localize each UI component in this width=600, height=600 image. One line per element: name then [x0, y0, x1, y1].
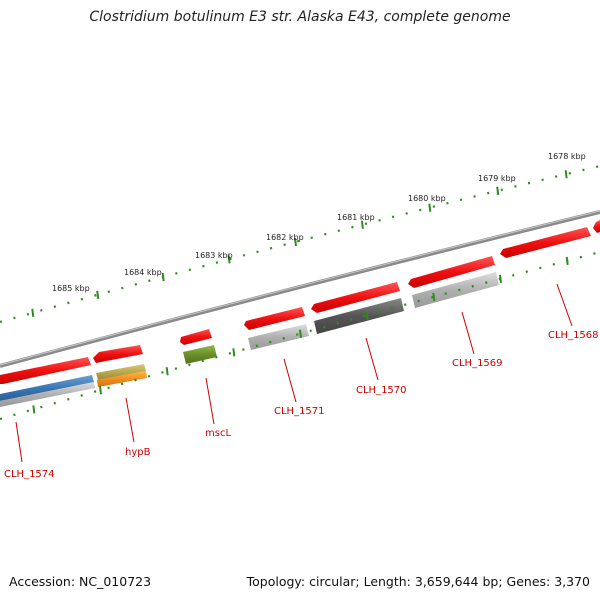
scale-major-tick: [161, 272, 165, 282]
tick-label-1680: 1680 kbp: [408, 194, 446, 203]
feature-arrow: [0, 357, 91, 384]
feature-arrow: [93, 345, 143, 363]
tick-label-1682: 1682 kbp: [266, 233, 304, 242]
gene-block-clh-1571: [248, 324, 309, 350]
scale-major-tick: [31, 308, 35, 318]
gene-label-mscl: mscL: [205, 428, 231, 439]
feature-arrow: [500, 227, 591, 258]
topology-info: Topology: circular; Length: 3,659,644 bp…: [246, 574, 590, 589]
leader-line-clh-1571: [283, 358, 297, 403]
tick-label-1678: 1678 kbp: [548, 152, 586, 161]
gene-label-clh-1574: CLH_1574: [4, 469, 55, 480]
feature-arrow: [408, 256, 495, 288]
genome-backbone-highlight: [0, 210, 600, 366]
leader-line-clh-1568: [556, 283, 573, 327]
accession-info: Accession: NC_010723: [9, 574, 152, 589]
tick-label-1684: 1684 kbp: [124, 268, 162, 277]
inner-scale-major-tick: [365, 311, 369, 320]
gene-block-clh-1574: [0, 375, 94, 401]
leader-line-clh-1574: [15, 421, 23, 463]
tick-label-1679: 1679 kbp: [478, 174, 516, 183]
outer-scale-track: [0, 164, 600, 324]
gene-block-clh-1570: [314, 298, 404, 334]
inner-scale-major-tick: [165, 367, 169, 376]
leader-line-clh-1570: [365, 337, 379, 381]
inner-scale-major-tick: [499, 274, 502, 283]
scale-major-tick: [360, 220, 364, 229]
leader-line-clh-1569: [461, 311, 475, 355]
gene-label-clh-1569: CLH_1569: [452, 358, 503, 369]
inner-scale-major-tick: [99, 386, 102, 395]
gene-block-mscl: [183, 345, 217, 364]
gene-leader-lines: [15, 283, 573, 463]
gene-label-clh-1568: CLH_1568: [548, 330, 599, 341]
reverse-strand-features: [0, 272, 499, 407]
inner-scale-ticks: [32, 256, 569, 414]
genome-title: Clostridium botulinum E3 str. Alaska E43…: [89, 9, 511, 25]
scale-major-tick: [564, 170, 568, 179]
inner-scale-major-tick: [299, 329, 302, 338]
scale-tick-labels: 1685 kbp 1684 kbp 1683 kbp 1682 kbp 1681…: [52, 152, 586, 293]
feature-arrow: [180, 329, 212, 345]
inner-scale-major-tick: [565, 256, 569, 266]
gene-block-hypb-top: [96, 364, 146, 380]
gene-label-hypb: hypB: [125, 447, 151, 458]
inner-scale-major-tick: [232, 348, 236, 357]
feature-arrow: [593, 220, 600, 233]
gene-block-hypb: [97, 371, 147, 387]
leader-line-hypb: [125, 397, 135, 443]
gene-block-clh-1574-shadow: [0, 382, 95, 407]
gene-labels: CLH_1574 hypB mscL CLH_1571 CLH_1570 CLH…: [4, 330, 599, 480]
genome-backbone: [0, 210, 600, 368]
scale-major-tick: [294, 237, 297, 247]
forward-strand-features: [0, 220, 600, 384]
tick-label-1685: 1685 kbp: [52, 284, 90, 293]
scale-ticks: [31, 170, 568, 318]
scale-major-tick: [496, 186, 500, 196]
inner-scale-major-tick: [32, 405, 36, 414]
gene-label-clh-1570: CLH_1570: [356, 385, 407, 396]
scale-major-tick: [96, 290, 100, 300]
gene-label-clh-1571: CLH_1571: [274, 406, 325, 417]
inner-scale-major-tick: [432, 292, 436, 302]
scale-major-tick: [227, 255, 231, 264]
leader-line-mscl: [205, 377, 215, 425]
feature-arrow: [244, 307, 305, 330]
tick-label-1681: 1681 kbp: [337, 213, 375, 222]
scale-major-tick: [428, 203, 432, 212]
tick-label-1683: 1683 kbp: [195, 251, 233, 260]
feature-arrow: [311, 282, 400, 313]
